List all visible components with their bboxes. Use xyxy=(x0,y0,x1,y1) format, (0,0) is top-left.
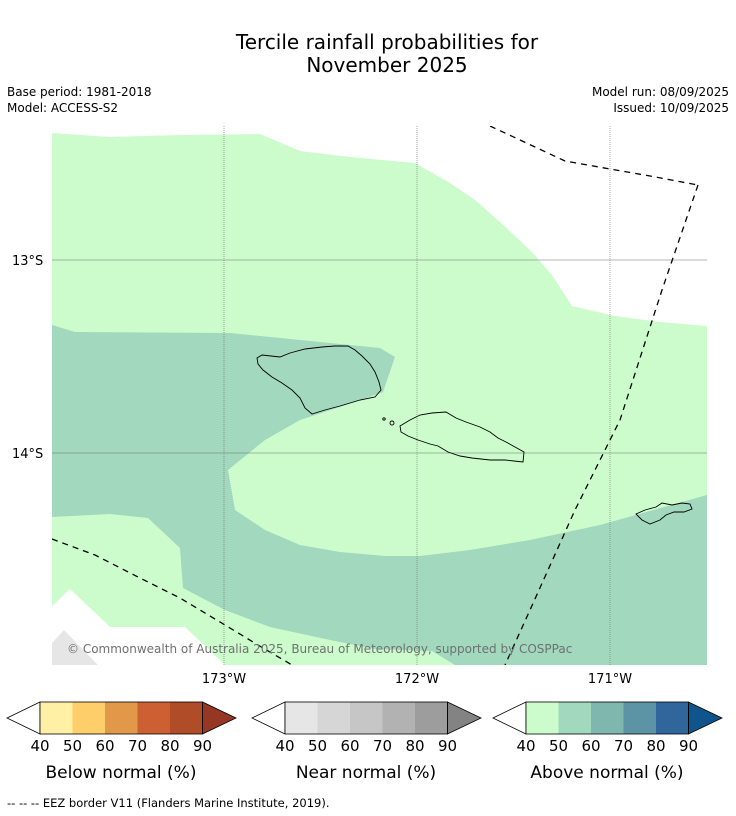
near-arrow-right-outline xyxy=(447,701,482,735)
tutuila-island xyxy=(635,502,693,525)
lon-label-172w: 172°W xyxy=(395,672,439,687)
near-tick-50: 50 xyxy=(308,737,327,755)
model-name: Model: ACCESS-S2 xyxy=(7,101,119,115)
near-tick-70: 70 xyxy=(373,737,392,755)
near-swatch-50-60 xyxy=(317,702,350,734)
copyright-text: © Commonwealth of Australia 2025, Bureau… xyxy=(67,642,572,656)
below-swatch-80-90 xyxy=(170,702,203,734)
lon-label-171w: 171°W xyxy=(588,672,632,687)
lat-label-14s: 14°S xyxy=(12,447,43,462)
below-swatch-50-60 xyxy=(72,702,105,734)
above-swatch-40-50 xyxy=(526,702,559,734)
above-tick-60: 60 xyxy=(581,737,600,755)
below-arrow-right-outline xyxy=(202,701,237,735)
below-swatch-40-50 xyxy=(40,702,73,734)
eez-border-east xyxy=(504,184,699,665)
below-arrow-left xyxy=(6,701,41,735)
above-swatch-70-80 xyxy=(623,702,656,734)
base-period: Base period: 1981-2018 xyxy=(7,85,152,99)
above-tick-80: 80 xyxy=(646,737,665,755)
islands xyxy=(256,345,693,525)
near-swatch-70-80 xyxy=(382,702,415,734)
apolima-island xyxy=(382,417,386,421)
above-tick-70: 70 xyxy=(614,737,633,755)
latitude-labels: 13°S 14°S xyxy=(12,254,43,462)
above-swatch-50-60 xyxy=(558,702,591,734)
below-swatch-60-70 xyxy=(105,702,138,734)
above-tick-40: 40 xyxy=(516,737,535,755)
near-arrow-left xyxy=(251,701,286,735)
below-arrow-right xyxy=(202,702,236,734)
above-arrow-right-outline xyxy=(688,701,723,735)
title-line-1: Tercile rainfall probabilities for xyxy=(235,30,539,54)
lat-label-13s: 13°S xyxy=(12,254,43,269)
map-area: © Commonwealth of Australia 2025, Bureau… xyxy=(52,126,707,665)
upolu-island xyxy=(399,411,525,463)
above-normal-50-60-region-west xyxy=(52,325,707,665)
near-normal-label: Near normal (%) xyxy=(296,763,436,783)
map-title: Tercile rainfall probabilities for Novem… xyxy=(0,31,736,77)
above-arrow-right xyxy=(688,702,722,734)
eez-border-north xyxy=(489,126,699,186)
above-normal-label: Above normal (%) xyxy=(530,763,683,783)
near-swatch-80-90 xyxy=(415,702,448,734)
near-arrow-right xyxy=(447,702,481,734)
below-tick-80: 80 xyxy=(160,737,179,755)
near-tick-60: 60 xyxy=(340,737,359,755)
lon-label-173w: 173°W xyxy=(202,672,246,687)
below-tick-70: 70 xyxy=(128,737,147,755)
meta-right: Model run: 08/09/2025 Issued: 10/09/2025 xyxy=(592,84,729,116)
graticule xyxy=(52,126,707,665)
above-swatch-80-90 xyxy=(656,702,689,734)
no-signal-region xyxy=(52,589,225,665)
eez-border-southwest xyxy=(52,538,293,665)
near-normal-region xyxy=(52,630,98,665)
below-tick-90: 90 xyxy=(193,737,212,755)
near-tick-80: 80 xyxy=(405,737,424,755)
below-swatch-70-80 xyxy=(137,702,170,734)
below-tick-50: 50 xyxy=(63,737,82,755)
savaii-island xyxy=(256,345,382,415)
colorbar-below-normal: 40 50 60 70 80 90 Below normal (%) xyxy=(6,701,237,783)
near-tick-40: 40 xyxy=(275,737,294,755)
above-tick-50: 50 xyxy=(549,737,568,755)
below-tick-40: 40 xyxy=(30,737,49,755)
model-run: Model run: 08/09/2025 xyxy=(591,85,729,99)
above-tick-90: 90 xyxy=(679,737,698,755)
near-swatch-40-50 xyxy=(285,702,318,734)
near-swatch-60-70 xyxy=(350,702,383,734)
issued-date: Issued: 10/09/2025 xyxy=(613,101,729,115)
eez-footnote: -- -- -- EEZ border V11 (Flanders Marine… xyxy=(7,796,330,810)
above-arrow-left xyxy=(492,701,527,735)
near-tick-90: 90 xyxy=(438,737,457,755)
colorbar-above-normal: 40 50 60 70 80 90 Above normal (%) xyxy=(492,701,723,783)
title-line-2: November 2025 xyxy=(306,53,468,77)
longitude-labels: 173°W 172°W 171°W xyxy=(202,672,632,687)
below-normal-label: Below normal (%) xyxy=(46,763,197,783)
manono-island xyxy=(389,420,395,426)
above-swatch-60-70 xyxy=(591,702,624,734)
meta-left: Base period: 1981-2018 Model: ACCESS-S2 xyxy=(7,84,152,116)
below-tick-60: 60 xyxy=(95,737,114,755)
eez-borders xyxy=(52,126,699,665)
colorbar-near-normal: 40 50 60 70 80 90 Near normal (%) xyxy=(251,701,482,783)
